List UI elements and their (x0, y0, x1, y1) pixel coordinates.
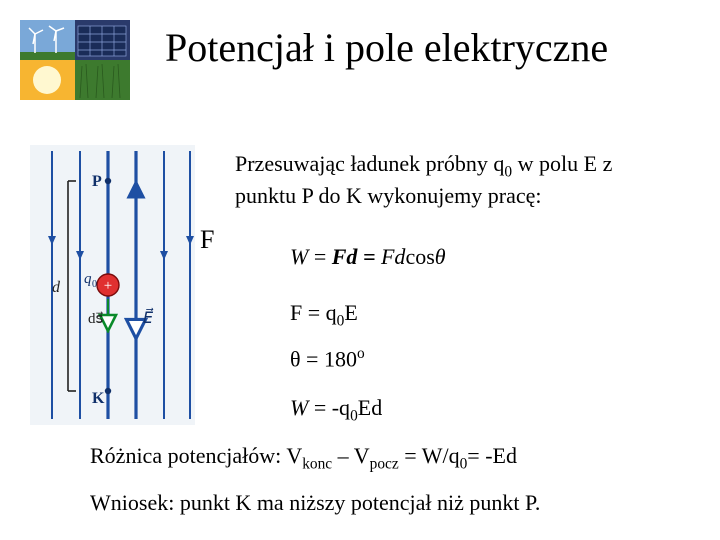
svg-text:+: + (104, 278, 112, 294)
eq3-theta: θ (290, 346, 301, 371)
diff-konc: konc (302, 455, 332, 472)
eq4-W: W (290, 395, 308, 420)
eq1-eq: = (308, 244, 331, 269)
eq4-rest: Ed (358, 395, 382, 420)
intro-text: Przesuwając ładunek próbny q0 w polu E z… (235, 150, 665, 209)
eq3-eqs: = 180 (301, 346, 357, 371)
eq2-F: F = q (290, 300, 337, 325)
eq1-Fd2: Fd (381, 244, 405, 269)
diff-post: = W/q (399, 443, 460, 468)
e-label: E⃗ (143, 307, 154, 327)
intro-sub0: 0 (504, 163, 512, 180)
diff-tail: = -Ed (467, 443, 517, 468)
field-diagram: P K d + q 0 ds⃗ E⃗ (30, 145, 195, 425)
point-k-marker (105, 388, 111, 394)
eq1-cos: cos (405, 244, 434, 269)
equation-work-result: W = -q0Ed (290, 395, 382, 425)
eq4-s0: 0 (350, 407, 358, 424)
force-label: F (200, 225, 214, 255)
eq1-eq2: = (357, 244, 381, 269)
eq1-theta: θ (435, 244, 446, 269)
eq1-W: W (290, 244, 308, 269)
slide-title: Potencjał i pole elektryczne (165, 24, 608, 71)
equation-angle: θ = 180o (290, 345, 365, 372)
charge-label: q (84, 271, 92, 287)
eq4-eq: = -q (308, 395, 350, 420)
svg-text:0: 0 (92, 279, 97, 290)
diff-pre: Różnica potencjałów: V (90, 443, 302, 468)
point-p-label: P (92, 173, 102, 190)
distance-label: d (52, 279, 61, 296)
eq1-Fd: Fd (332, 244, 358, 269)
eq2-E: E (344, 300, 357, 325)
header-energy-thumbnail (20, 20, 130, 100)
eq3-deg: o (357, 345, 365, 362)
equation-force: F = q0E (290, 300, 358, 330)
diff-pocz: pocz (370, 455, 399, 472)
intro-part1: Przesuwając ładunek próbny q (235, 151, 504, 176)
equation-work: W = Fd = Fdcosθ (290, 244, 446, 270)
conclusion-text: Wniosek: punkt K ma niższy potencjał niż… (90, 490, 540, 516)
diff-mid: – V (332, 443, 370, 468)
point-k-label: K (92, 390, 105, 407)
ds-label: ds⃗ (88, 311, 104, 327)
potential-difference-text: Różnica potencjałów: Vkonc – Vpocz = W/q… (90, 443, 517, 473)
point-p-marker (105, 178, 111, 184)
